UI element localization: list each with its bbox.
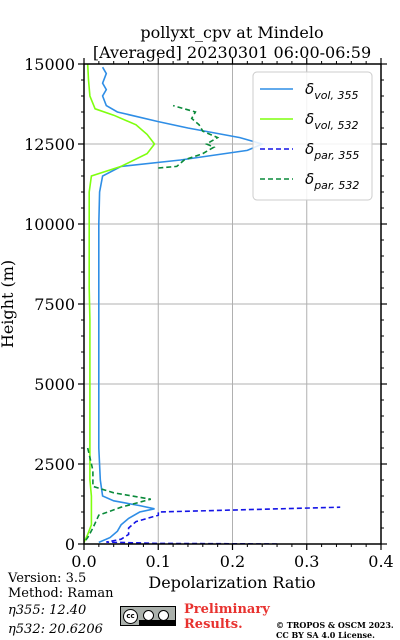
series-line-par-355	[106, 506, 341, 544]
series-line-par-532	[158, 104, 220, 169]
preliminary-results: Preliminary Results.	[184, 602, 270, 632]
y-tick-label: 0	[65, 535, 75, 554]
license-text: © TROPOS & OSCM 2023. CC BY SA 4.0 Licen…	[276, 620, 394, 640]
x-tick-label: 0.3	[294, 552, 319, 571]
preliminary-line1: Preliminary	[184, 602, 270, 617]
x-tick-label: 0.1	[146, 552, 171, 571]
chart-title: pollyxt_cpv at Mindelo	[140, 23, 323, 42]
cc-license-badge: cc	[120, 606, 176, 626]
badge-strip	[139, 620, 175, 625]
method-text: Method: Raman	[8, 586, 114, 601]
version-text: Version: 3.5	[8, 571, 87, 586]
series-lines	[84, 64, 341, 544]
y-tick-label: 10000	[24, 215, 75, 234]
x-tick-label: 0.2	[220, 552, 245, 571]
axis-ticks: 0.0 0.1 0.2 0.3 0.4 0 2500 5000 7500 10000 12500 15…	[24, 55, 394, 571]
legend-box	[252, 71, 373, 201]
x-tick-label: 0.4	[368, 552, 393, 571]
y-tick-label: 15000	[24, 55, 75, 74]
x-axis-label: Depolarization Ratio	[148, 573, 315, 592]
x-tick-label: 0.0	[71, 552, 96, 571]
license-line2: CC BY SA 4.0 License.	[276, 630, 375, 640]
y-tick-label: 2500	[34, 455, 75, 474]
license-line1: © TROPOS & OSCM 2023.	[276, 620, 394, 630]
cc-logo-icon: cc	[123, 609, 138, 624]
eta355-text: η355: 12.40	[8, 603, 87, 618]
series-line-par-532	[84, 447, 152, 543]
chart-subtitle: [Averaged] 20230301 06:00-06:59	[93, 43, 371, 62]
y-tick-label: 7500	[34, 295, 75, 314]
y-tick-label: 12500	[24, 135, 75, 154]
series-line-vol-532	[84, 64, 156, 543]
y-axis-label: Height (m)	[0, 260, 17, 348]
series-line-vol-355	[98, 66, 265, 544]
preliminary-line2: Results.	[184, 617, 243, 632]
y-tick-label: 5000	[34, 375, 75, 394]
eta532-text: η532: 20.6206	[8, 622, 103, 637]
